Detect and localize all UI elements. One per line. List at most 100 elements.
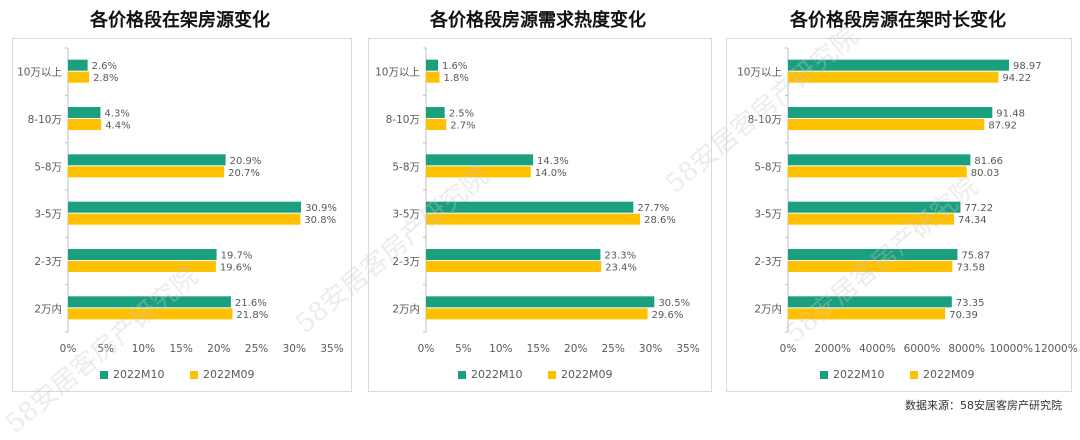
bar-m09 <box>68 71 90 83</box>
data-label: 75.87 <box>961 251 990 262</box>
bar-m10 <box>788 154 971 166</box>
x-tick-label: 2000% <box>814 343 851 355</box>
bar-m10 <box>426 249 601 260</box>
x-tick-label: 6000% <box>904 343 941 355</box>
legend-label-m09: 2022M09 <box>561 368 613 381</box>
legend-swatch-m10 <box>100 370 108 379</box>
x-tick-label: 25% <box>601 343 624 355</box>
data-label: 73.58 <box>956 263 985 274</box>
x-tick-label: 35% <box>676 343 699 355</box>
category-label: 3-5万 <box>34 209 62 221</box>
chart-panel-listing-duration: 各价格段房源在架时长变化 10万以上 98.97 94.22 8-10万 91.48 87… <box>716 0 1080 400</box>
x-tick-label: 10% <box>132 343 155 355</box>
data-label: 20.9% <box>230 156 262 167</box>
category-label: 3-5万 <box>392 209 420 221</box>
x-tick-label: 4000% <box>859 343 896 355</box>
category-label: 8-10万 <box>748 114 782 126</box>
bar-m10 <box>68 59 88 71</box>
category-label: 3-5万 <box>754 209 782 221</box>
bar-m09 <box>426 119 447 130</box>
data-label: 30.8% <box>304 215 336 226</box>
x-tick-label: 12000% <box>1034 343 1077 355</box>
legend-label-m09: 2022M09 <box>203 368 255 381</box>
data-label: 19.7% <box>221 251 253 262</box>
x-tick-label: 0% <box>60 343 77 355</box>
data-label: 1.8% <box>443 73 468 84</box>
bar-chart: 10万以上 1.6%1.8% 8-10万 2.5%2.7% 5-8万 14.3%14.0%… <box>375 47 700 355</box>
x-tick-label: 10000% <box>990 343 1033 355</box>
legend-item-m09: 2022M09 <box>548 368 612 381</box>
x-tick-label: 30% <box>283 343 306 355</box>
bar-m10 <box>788 59 1010 71</box>
x-tick-label: 10% <box>489 343 512 355</box>
x-tick-label: 8000% <box>948 343 985 355</box>
category-label: 5-8万 <box>392 161 420 173</box>
data-label: 1.6% <box>442 61 467 72</box>
category-label: 8-10万 <box>28 114 62 126</box>
bar-m09 <box>788 213 955 225</box>
x-tick-label: 35% <box>320 343 343 355</box>
bar-chart: 10万以上 2.6%2.8% 8-10万 4.3%4.4% 5-8万 20.9%20.7%… <box>17 47 344 355</box>
category-label: 2-3万 <box>392 256 420 268</box>
legend-item-m10: 2022M10 <box>458 368 522 381</box>
category-label: 2万内 <box>392 302 420 315</box>
legend-item-m10: 2022M10 <box>100 368 164 381</box>
bar-m10 <box>68 107 101 118</box>
data-label: 98.97 <box>1013 61 1042 72</box>
bar-m10 <box>68 296 231 308</box>
legend-item-m10: 2022M10 <box>820 368 884 381</box>
x-tick-label: 25% <box>245 343 268 355</box>
data-label: 21.6% <box>235 298 267 309</box>
bar-m09 <box>788 119 985 130</box>
legend-item-m09: 2022M09 <box>190 368 254 381</box>
bar-m10 <box>426 201 634 213</box>
data-label: 81.66 <box>974 156 1003 167</box>
data-label: 19.6% <box>220 263 252 274</box>
x-tick-label: 20% <box>564 343 587 355</box>
x-tick-label: 0% <box>780 343 797 355</box>
x-tick-label: 15% <box>169 343 192 355</box>
bar-m10 <box>788 296 952 308</box>
chart-panel-demand-heat: 各价格段房源需求热度变化 10万以上 1.6% 1.8% 8-10万 2.5% 2.7% 5… <box>358 0 718 400</box>
data-label: 23.3% <box>604 251 636 262</box>
bar-m09 <box>426 261 602 272</box>
legend-label-m09: 2022M09 <box>923 368 975 381</box>
data-label: 87.92 <box>988 121 1017 132</box>
legend-swatch-m10 <box>458 370 466 379</box>
category-label: 10万以上 <box>17 67 62 79</box>
data-label: 73.35 <box>956 298 985 309</box>
x-tick-label: 15% <box>527 343 550 355</box>
category-label: 2万内 <box>34 302 62 315</box>
data-label: 2.5% <box>449 109 474 120</box>
bar-m09 <box>426 166 531 178</box>
bar-m09 <box>426 308 648 320</box>
bar-m09 <box>788 166 967 178</box>
legend-label-m10: 2022M10 <box>833 368 885 381</box>
data-label: 23.4% <box>605 263 637 274</box>
bar-m09 <box>68 261 216 272</box>
bar-m10 <box>788 107 993 118</box>
data-label: 4.3% <box>104 109 129 120</box>
data-label: 91.48 <box>996 109 1025 120</box>
chart-title: 各价格段房源在架时长变化 <box>790 10 1006 31</box>
data-label: 30.5% <box>658 298 690 309</box>
data-label: 4.4% <box>105 121 130 132</box>
data-label: 2.6% <box>92 61 117 72</box>
category-label: 2-3万 <box>754 256 782 268</box>
bar-m10 <box>68 249 217 260</box>
bar-m10 <box>68 201 302 213</box>
category-label: 2-3万 <box>34 256 62 268</box>
data-label: 70.39 <box>949 310 978 321</box>
bar-m09 <box>788 261 953 272</box>
category-label: 5-8万 <box>34 161 62 173</box>
legend-swatch-m09 <box>910 370 918 379</box>
category-label: 10万以上 <box>375 67 420 79</box>
bar-m10 <box>426 107 445 118</box>
data-label: 20.7% <box>228 168 260 179</box>
data-label: 28.6% <box>644 215 676 226</box>
bar-m09 <box>68 213 301 225</box>
chart-panel-listing-share: 各价格段在架房源变化 10万以上 2.6% 2.8% 8-10万 4.3% 4.4% 5-8… <box>0 0 360 400</box>
bar-m10 <box>788 201 961 213</box>
x-tick-label: 5% <box>455 343 472 355</box>
